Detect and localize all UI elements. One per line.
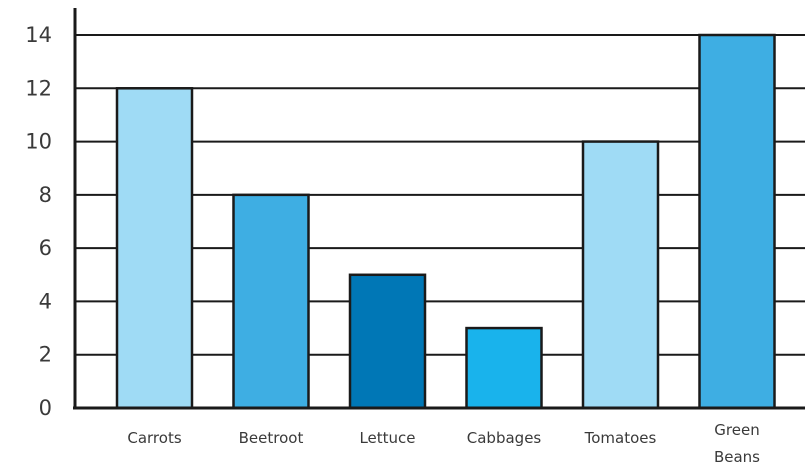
bar (581, 140, 660, 410)
y-tick-label: 2 (39, 343, 52, 367)
bars (115, 33, 776, 410)
x-axis-labels: Carrots Beetroot Lettuce Cabbages Tomatoes Gr… (127, 421, 760, 466)
bar (115, 87, 194, 410)
x-tick-label: Cabbages (467, 429, 542, 447)
gridlines (75, 34, 805, 356)
y-tick-label: 14 (25, 23, 52, 47)
y-tick-label: 8 (39, 183, 52, 207)
y-tick-label: 12 (25, 76, 52, 100)
y-tick-label: 6 (39, 236, 52, 260)
bar (465, 326, 543, 410)
bar (698, 33, 776, 410)
y-axis-ticks: 0 2 4 6 8 10 12 14 (25, 23, 52, 420)
x-tick-label: Tomatoes (584, 429, 657, 447)
x-tick-label: Beetroot (239, 429, 304, 447)
x-tick-label: Beans (714, 448, 760, 466)
bar (232, 193, 310, 410)
x-tick-label: Green (714, 421, 759, 439)
y-tick-label: 10 (25, 130, 52, 154)
y-tick-label: 4 (39, 289, 52, 313)
y-tick-label: 0 (39, 396, 52, 420)
x-tick-label: Lettuce (359, 429, 415, 447)
x-tick-label: Carrots (127, 429, 181, 447)
bar (348, 273, 427, 410)
